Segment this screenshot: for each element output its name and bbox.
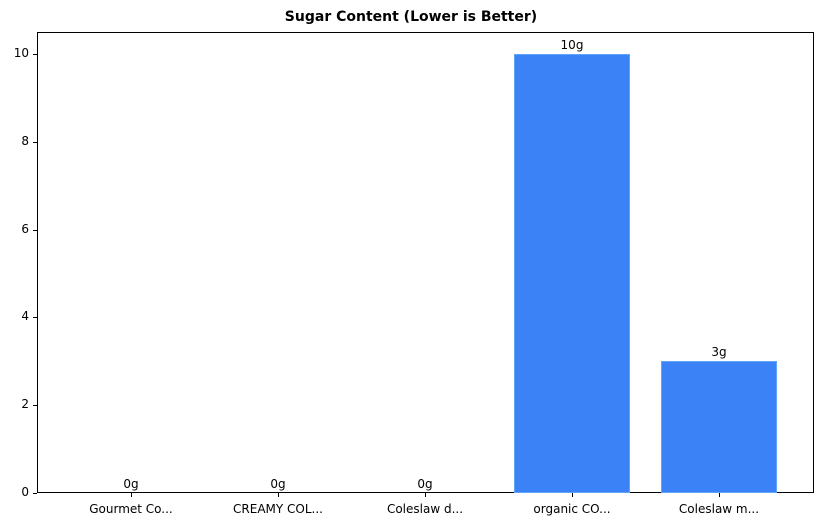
- x-tick-label: Coleslaw m...: [678, 502, 760, 516]
- y-tick-label: 2: [21, 397, 29, 412]
- bar-value-label: 0g: [417, 477, 433, 491]
- x-tick: [719, 493, 720, 497]
- y-tick-label: 4: [21, 309, 29, 324]
- plot-area: [37, 32, 814, 493]
- x-tick: [131, 493, 132, 497]
- x-tick-label: Gourmet Co...: [89, 502, 173, 516]
- y-tick: [33, 229, 37, 231]
- x-tick: [425, 493, 426, 497]
- y-tick: [33, 405, 37, 407]
- y-tick: [33, 493, 37, 494]
- y-tick-label: 0: [21, 485, 29, 499]
- chart-title: Sugar Content (Lower is Better): [284, 9, 538, 25]
- bar-value-label: 3g: [711, 345, 727, 360]
- y-tick-label: 6: [21, 221, 29, 236]
- bar-value-label: 0g: [270, 477, 286, 491]
- y-tick: [33, 141, 37, 143]
- x-tick: [572, 493, 573, 497]
- x-tick: [278, 493, 279, 497]
- x-tick-label: CREAMY COL...: [233, 502, 323, 516]
- bar: [661, 361, 777, 493]
- bar-value-label: 10g: [560, 37, 584, 52]
- x-tick-label: organic CO...: [533, 502, 611, 516]
- y-tick-label: 8: [21, 133, 29, 148]
- y-tick: [33, 53, 37, 55]
- x-tick-label: Coleslaw d...: [386, 502, 464, 516]
- bar-value-label: 0g: [123, 477, 139, 491]
- y-tick: [33, 317, 37, 319]
- bar: [514, 53, 630, 493]
- y-tick-label: 10: [13, 45, 29, 60]
